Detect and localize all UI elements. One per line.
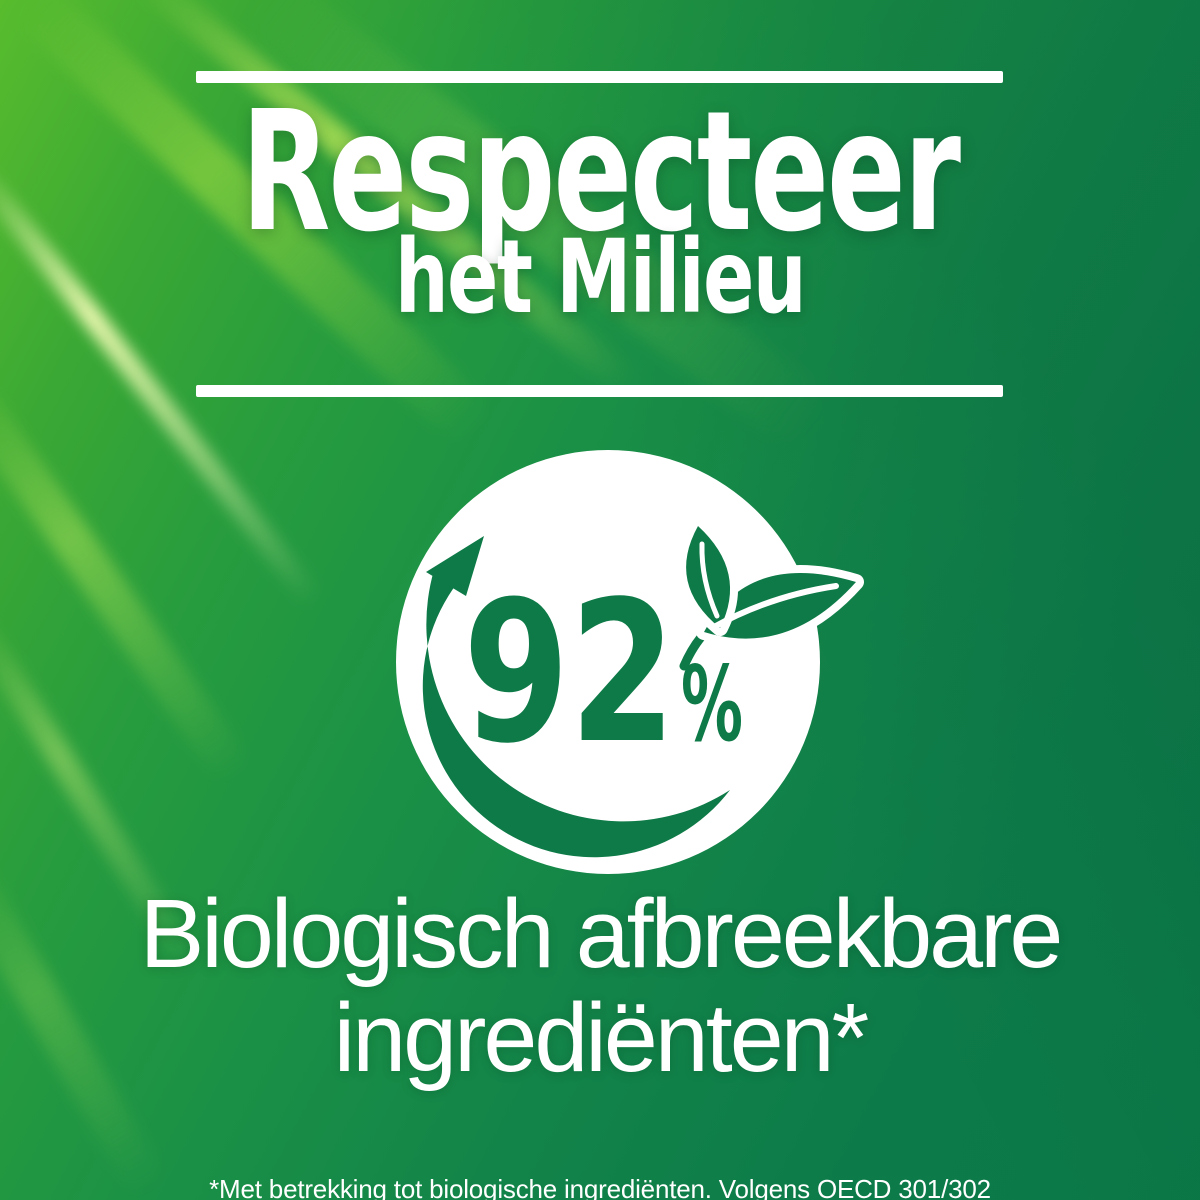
footnote-text: *Met betrekking tot biologische ingredië… <box>209 1174 991 1200</box>
claim-line-1: Biologisch afbreekbare <box>139 879 1064 988</box>
biodegradable-badge: 92 % <box>396 450 864 874</box>
leaf-icon <box>678 518 864 671</box>
percent-sign: % <box>681 645 743 765</box>
leaf-vein <box>711 583 839 630</box>
divider-top <box>196 71 1003 83</box>
percent-value: 92 <box>463 559 676 786</box>
divider-bottom <box>196 385 1003 397</box>
leaf-upper <box>678 518 738 636</box>
claim-text: Biologisch afbreekbare ingrediënten* <box>0 882 1200 1090</box>
recycle-arrow-icon <box>422 570 730 858</box>
page-title: Respecteer <box>241 76 961 269</box>
leaf-vein <box>699 541 720 619</box>
page-subtitle: het Milieu <box>394 218 807 337</box>
claim-line-2: ingrediënten* <box>333 982 870 1092</box>
recycle-arrow-head-icon <box>426 536 484 596</box>
